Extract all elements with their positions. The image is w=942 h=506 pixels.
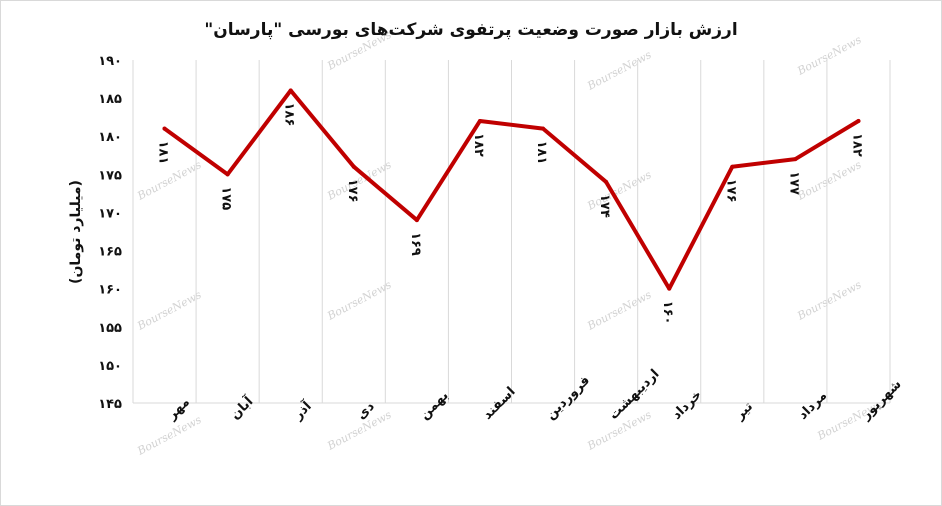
x-tick-label: فروردین xyxy=(543,373,593,423)
data-point xyxy=(730,164,735,169)
x-tick-label: آبان xyxy=(226,393,256,423)
data-label: ۱۸۶ xyxy=(282,102,297,126)
y-axis-label: (میلیارد تومان) xyxy=(68,180,84,284)
data-point xyxy=(541,126,546,131)
y-tick-label: ۱۷۵ xyxy=(98,168,122,183)
data-label: ۱۸۱ xyxy=(156,141,171,165)
data-point xyxy=(667,286,672,291)
watermark-text: BourseNews xyxy=(134,413,203,458)
x-tick-label: خرداد xyxy=(669,387,705,423)
data-point xyxy=(288,88,293,93)
x-tick-label: شهریور xyxy=(858,377,905,424)
y-tick-label: ۱۸۰ xyxy=(98,130,122,145)
series-line xyxy=(162,88,861,291)
x-tick-label: بهمن xyxy=(417,388,452,423)
data-label: ۱۶۰ xyxy=(660,301,675,325)
x-axis-ticks: مهر آبان آذر دی بهمن اسفند فروردین اردیبهشت خردا… xyxy=(164,367,905,424)
watermark-text: BourseNews xyxy=(134,288,203,333)
data-point xyxy=(225,172,230,177)
x-tick-label: اسفند xyxy=(480,384,518,422)
data-point xyxy=(351,164,356,169)
data-point xyxy=(604,179,609,184)
watermark-text: BourseNews xyxy=(324,278,393,323)
watermark-text: BourseNews xyxy=(794,278,863,323)
watermark-text: BourseNews xyxy=(794,158,863,203)
x-tick-label: مرداد xyxy=(796,388,831,423)
series-line-group xyxy=(162,88,861,291)
watermark-text: BourseNews xyxy=(324,28,393,73)
data-point xyxy=(477,118,482,123)
data-label: ۱۸۲ xyxy=(849,133,864,157)
grid-lines xyxy=(132,60,891,404)
y-tick-label: ۱۴۵ xyxy=(98,397,122,412)
watermark-text: BourseNews xyxy=(584,48,653,93)
data-label: ۱۶۹ xyxy=(408,232,423,256)
data-label: ۱۷۵ xyxy=(219,186,234,210)
data-label: ۱۷۴ xyxy=(597,194,612,218)
x-tick-label: آذر xyxy=(289,397,315,423)
y-tick-label: ۱۵۰ xyxy=(98,359,122,374)
chart-title: ارزش بازار صورت وضعیت پرتفوی شرکت‌های بو… xyxy=(204,20,738,40)
y-tick-label: ۱۶۰ xyxy=(98,283,122,298)
data-point xyxy=(793,157,798,162)
y-tick-label: ۱۹۰ xyxy=(98,54,122,69)
data-label: ۱۸۱ xyxy=(534,141,549,165)
y-tick-label: ۱۵۵ xyxy=(98,321,122,336)
y-tick-label: ۱۶۵ xyxy=(98,245,122,260)
data-label: ۱۷۶ xyxy=(723,179,738,203)
data-label: ۱۸۲ xyxy=(471,133,486,157)
watermark-text: BourseNews xyxy=(584,288,653,333)
data-label: ۱۷۶ xyxy=(345,179,360,203)
data-point xyxy=(856,118,861,123)
data-label: ۱۷۷ xyxy=(786,171,801,195)
watermark-text: BourseNews xyxy=(134,158,203,203)
data-point xyxy=(162,126,167,131)
y-tick-label: ۱۸۵ xyxy=(98,92,122,107)
y-axis-ticks: ۱۹۰ ۱۸۵ ۱۸۰ ۱۷۵ ۱۷۰ ۱۶۵ ۱۶۰ ۱۵۵ ۱۵۰ ۱۴۵ xyxy=(98,54,122,412)
y-tick-label: ۱۷۰ xyxy=(98,206,122,221)
watermark-text: BourseNews xyxy=(794,33,863,78)
data-labels: ۱۸۱ ۱۷۵ ۱۸۶ ۱۷۶ ۱۶۹ ۱۸۲ ۱۸۱ ۱۷۴ ۱۶۰ ۱۷۶ ۱۷۷ ۱۸۲ xyxy=(156,102,865,324)
data-point xyxy=(414,218,419,223)
